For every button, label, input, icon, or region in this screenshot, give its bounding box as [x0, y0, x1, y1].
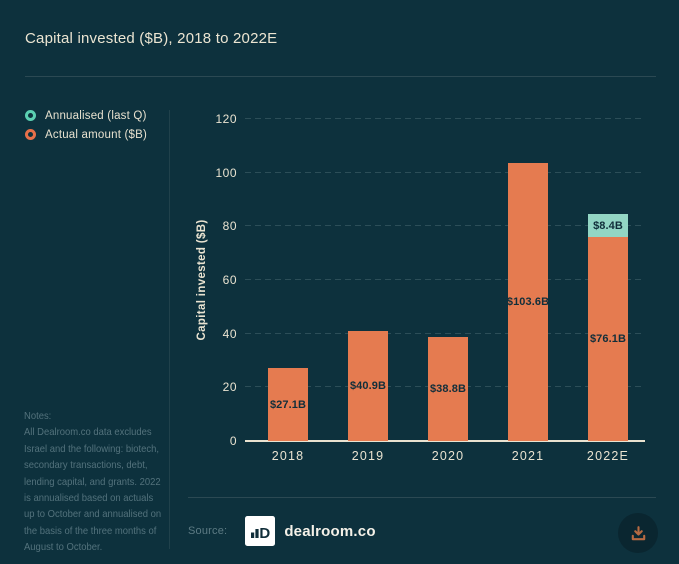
gridline	[245, 118, 645, 119]
gridline	[245, 171, 645, 173]
bar-segment[interactable]: $38.8B	[428, 336, 468, 441]
bar-segment[interactable]: $27.1B	[268, 368, 308, 441]
bar-value-label: $103.6B	[506, 296, 550, 308]
legend-marker-actual-icon	[25, 129, 36, 140]
notes-line: secondary transactions, debt,	[24, 459, 148, 472]
y-tick-label: 60	[222, 273, 237, 287]
y-tick-label: 100	[215, 165, 237, 180]
x-tick-label: 2020	[431, 449, 465, 463]
legend-label-annualised: Annualised (last Q)	[45, 109, 147, 122]
bar-value-label: $38.8B	[429, 382, 467, 395]
vertical-divider	[169, 110, 170, 549]
y-tick-label: 20	[222, 380, 237, 395]
bar-value-label: $76.1B	[589, 332, 627, 345]
bar-value-label: $40.9B	[349, 380, 387, 393]
y-tick-label: 40	[222, 326, 237, 341]
bar-segment[interactable]: $40.9B	[348, 331, 388, 441]
x-tick-label: 2019	[351, 449, 385, 463]
legend-item-actual[interactable]: Actual amount ($B)	[25, 125, 147, 144]
x-tick-label: 2022E	[586, 449, 630, 463]
source-brand-link[interactable]: dealroom.co	[284, 522, 376, 540]
notes-line: the basis of the three months of	[24, 524, 157, 537]
y-tick-label: 0	[229, 434, 237, 448]
gridline	[245, 279, 645, 280]
source-label: Source:	[188, 525, 228, 537]
legend-item-annualised[interactable]: Annualised (last Q)	[25, 106, 147, 125]
svg-text:D: D	[260, 525, 271, 542]
x-axis-line	[245, 440, 645, 442]
x-tick-label: 2021	[511, 449, 545, 463]
legend: Annualised (last Q) Actual amount ($B)	[25, 106, 147, 144]
x-tick-label: 2018	[271, 449, 305, 463]
bar-segment[interactable]: $8.4B	[588, 214, 628, 237]
download-button[interactable]	[618, 513, 658, 553]
legend-marker-annualised-icon	[25, 110, 36, 121]
notes-line: up to October and annualised on	[24, 508, 162, 521]
gridline	[245, 225, 645, 227]
y-tick-label: 120	[215, 112, 237, 126]
dealroom-logo-icon: D	[245, 516, 276, 546]
bar-value-label: $27.1B	[269, 398, 307, 411]
notes: Notes: All Dealroom.co data excludes Isra…	[24, 408, 168, 556]
bar-segment[interactable]: $103.6B	[506, 163, 550, 441]
page-title: Capital invested ($B), 2018 to 2022E	[25, 30, 278, 47]
notes-lines: All Dealroom.co data excludes Israel and …	[24, 424, 168, 555]
notes-heading: Notes:	[24, 410, 52, 422]
legend-label-actual: Actual amount ($B)	[45, 128, 148, 141]
download-icon	[631, 525, 645, 540]
notes-line: is annualised based on actuals	[24, 492, 154, 505]
bottom-divider	[188, 497, 656, 498]
notes-line: August to October.	[24, 541, 103, 554]
notes-line: All Dealroom.co data excludes	[24, 426, 152, 439]
notes-line: Israel and the following: biotech,	[24, 442, 160, 455]
bar-segment[interactable]: $76.1B	[588, 236, 628, 441]
bar-value-label: $8.4B	[593, 219, 623, 232]
notes-line: lending capital, and grants. 2022	[24, 475, 161, 488]
source-row: Source: D dealroom.co	[188, 513, 376, 549]
y-tick-label: 80	[222, 219, 237, 234]
top-divider	[25, 76, 656, 77]
gridline	[245, 332, 645, 334]
plot-area: 0 20 40 60 80 100 120 $27.1B 2018 $40.9B 2019 $38.8…	[215, 112, 645, 463]
